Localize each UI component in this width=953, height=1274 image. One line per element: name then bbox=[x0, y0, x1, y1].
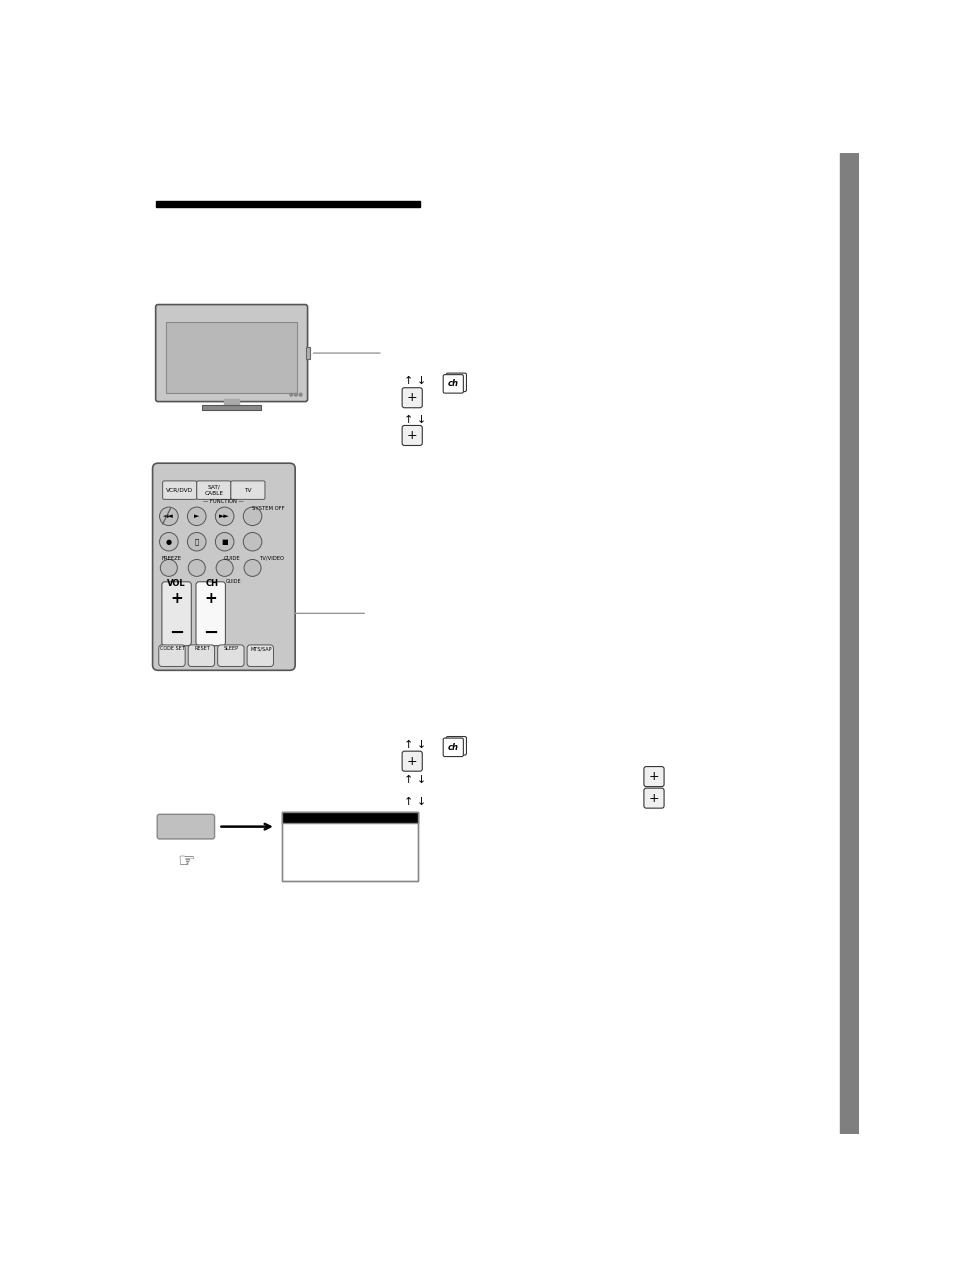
FancyBboxPatch shape bbox=[446, 736, 466, 755]
Circle shape bbox=[243, 533, 261, 550]
Text: TV/VIDEO: TV/VIDEO bbox=[260, 555, 285, 561]
FancyBboxPatch shape bbox=[443, 375, 463, 394]
FancyBboxPatch shape bbox=[162, 480, 196, 499]
FancyBboxPatch shape bbox=[188, 645, 214, 666]
Bar bbox=[282, 812, 417, 882]
Text: TV: TV bbox=[244, 488, 252, 493]
FancyBboxPatch shape bbox=[195, 582, 225, 646]
FancyBboxPatch shape bbox=[231, 480, 265, 499]
FancyBboxPatch shape bbox=[402, 387, 422, 408]
FancyBboxPatch shape bbox=[162, 582, 192, 646]
Text: ●: ● bbox=[166, 539, 172, 545]
FancyBboxPatch shape bbox=[157, 814, 214, 840]
Bar bbox=[840, 153, 858, 1134]
FancyBboxPatch shape bbox=[152, 464, 294, 670]
Bar bbox=[306, 347, 310, 359]
Text: ◄◄: ◄◄ bbox=[163, 513, 174, 520]
Circle shape bbox=[215, 507, 233, 526]
Bar bbox=[224, 399, 239, 405]
FancyBboxPatch shape bbox=[247, 645, 274, 666]
Text: +: + bbox=[204, 591, 217, 606]
FancyBboxPatch shape bbox=[402, 426, 422, 446]
Text: ch: ch bbox=[447, 380, 458, 389]
Text: MTS/SAP: MTS/SAP bbox=[250, 646, 272, 651]
Bar bbox=[166, 322, 297, 394]
Text: ⏸: ⏸ bbox=[194, 539, 198, 545]
Text: ↑ ↓: ↑ ↓ bbox=[404, 740, 426, 749]
Text: VCR/DVD: VCR/DVD bbox=[166, 488, 193, 493]
Text: +: + bbox=[407, 391, 417, 404]
Circle shape bbox=[244, 559, 261, 576]
Text: CODE SET: CODE SET bbox=[160, 646, 185, 651]
Text: SLEEP: SLEEP bbox=[224, 646, 239, 651]
Circle shape bbox=[243, 507, 261, 526]
Text: ►►: ►► bbox=[219, 513, 230, 520]
Text: ►: ► bbox=[193, 513, 199, 520]
Text: VOL: VOL bbox=[167, 578, 186, 587]
Text: GUIDE: GUIDE bbox=[223, 555, 240, 561]
Text: ↑ ↓: ↑ ↓ bbox=[404, 376, 426, 386]
Text: +: + bbox=[648, 769, 659, 784]
Circle shape bbox=[159, 533, 178, 550]
Text: FREEZE: FREEZE bbox=[162, 555, 182, 561]
Text: ch: ch bbox=[447, 743, 458, 752]
FancyBboxPatch shape bbox=[402, 752, 422, 771]
FancyBboxPatch shape bbox=[643, 789, 663, 808]
Text: ↑ ↓: ↑ ↓ bbox=[404, 796, 426, 806]
Circle shape bbox=[159, 507, 178, 526]
Text: ☞: ☞ bbox=[177, 852, 194, 871]
FancyBboxPatch shape bbox=[643, 767, 663, 786]
Text: +: + bbox=[648, 791, 659, 805]
Text: −: − bbox=[203, 624, 218, 642]
FancyBboxPatch shape bbox=[446, 373, 466, 391]
Text: RESET: RESET bbox=[194, 646, 210, 651]
Circle shape bbox=[187, 533, 206, 550]
Text: +: + bbox=[170, 591, 183, 606]
FancyBboxPatch shape bbox=[196, 480, 231, 499]
Text: ↑ ↓: ↑ ↓ bbox=[404, 775, 426, 785]
Circle shape bbox=[215, 533, 233, 550]
FancyBboxPatch shape bbox=[217, 645, 244, 666]
Text: GUIDE: GUIDE bbox=[226, 578, 241, 583]
Bar bbox=[202, 405, 261, 410]
Text: ↑ ↓: ↑ ↓ bbox=[404, 414, 426, 424]
Circle shape bbox=[299, 394, 302, 396]
Bar bbox=[156, 200, 419, 206]
Circle shape bbox=[160, 559, 177, 576]
Text: — FUNCTION —: — FUNCTION — bbox=[203, 499, 244, 505]
Circle shape bbox=[187, 507, 206, 526]
Circle shape bbox=[290, 394, 293, 396]
FancyBboxPatch shape bbox=[443, 738, 463, 757]
Circle shape bbox=[188, 559, 205, 576]
FancyBboxPatch shape bbox=[158, 645, 185, 666]
Text: CH: CH bbox=[206, 578, 218, 587]
Bar bbox=[282, 823, 417, 882]
Circle shape bbox=[294, 394, 297, 396]
Circle shape bbox=[216, 559, 233, 576]
Bar bbox=[282, 812, 417, 823]
Text: +: + bbox=[407, 429, 417, 442]
Text: ■: ■ bbox=[221, 539, 228, 545]
Text: +: + bbox=[407, 754, 417, 768]
Text: −: − bbox=[169, 624, 184, 642]
Text: SYSTEM OFF: SYSTEM OFF bbox=[253, 506, 285, 511]
FancyBboxPatch shape bbox=[155, 304, 307, 401]
Text: SAT/
CABLE: SAT/ CABLE bbox=[204, 484, 223, 496]
